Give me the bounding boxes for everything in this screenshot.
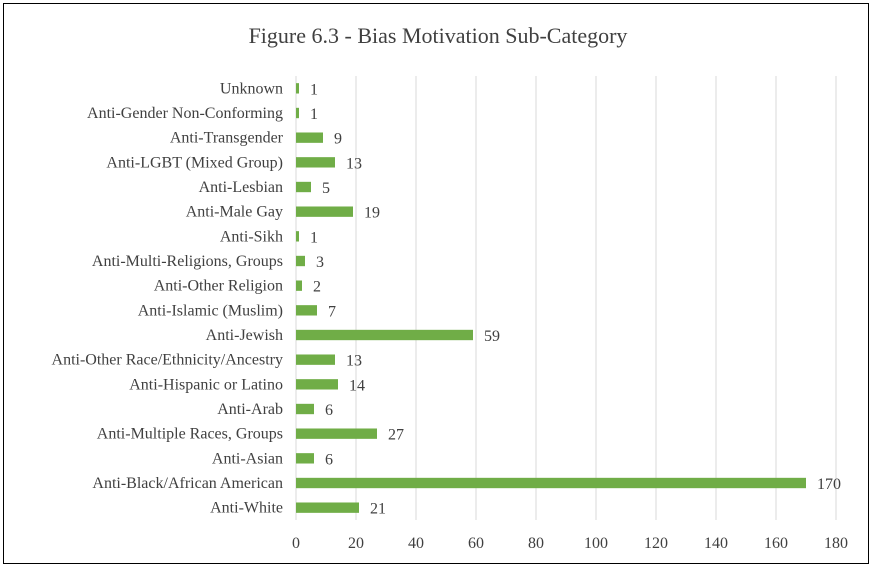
data-label-4: 5 [322, 180, 330, 197]
data-label-6: 1 [310, 229, 318, 246]
category-label-17: Anti-White [210, 500, 283, 517]
data-label-11: 13 [346, 353, 362, 370]
x-tick-label-0: 0 [292, 535, 300, 552]
bar-14 [296, 428, 377, 439]
bar-13 [296, 403, 314, 415]
category-labels: Unknown Anti-Gender Non-Conforming Anti-Tr… [52, 80, 284, 516]
category-label-11: Anti-Other Race/Ethnicity/Ancestry [52, 352, 283, 369]
bar-16 [296, 477, 806, 489]
bar-4 [296, 181, 311, 193]
bar-2 [296, 132, 323, 143]
bar-5 [296, 206, 353, 217]
category-label-5: Anti-Male Gay [186, 204, 283, 221]
category-label-2: Anti-Transgender [170, 130, 284, 147]
data-label-15: 6 [325, 451, 333, 468]
x-tick-label-60: 60 [468, 535, 484, 552]
data-label-1: 1 [310, 106, 318, 123]
x-tick-label-40: 40 [408, 535, 424, 552]
bar-15 [296, 453, 314, 464]
x-tick-label-100: 100 [584, 535, 608, 552]
category-label-9: Anti-Islamic (Muslim) [138, 302, 283, 319]
bar-8 [296, 280, 302, 291]
category-label-6: Anti-Sikh [220, 228, 283, 245]
data-label-0: 1 [310, 81, 318, 98]
bar-9 [296, 305, 317, 316]
bar-12 [296, 379, 338, 390]
x-tick-label-20: 20 [348, 535, 364, 552]
category-label-10: Anti-Jewish [206, 327, 283, 344]
bar-7 [296, 255, 305, 267]
category-label-1: Anti-Gender Non-Conforming [87, 105, 283, 122]
x-axis-tick-labels: 0 20 40 60 80 100 120 140 160 180 [292, 535, 848, 552]
bar-1 [296, 107, 299, 119]
data-label-17: 21 [370, 501, 386, 518]
category-label-15: Anti-Asian [212, 450, 283, 467]
data-label-8: 2 [313, 279, 321, 296]
bar-11 [296, 354, 335, 365]
bar-10 [296, 329, 473, 341]
x-tick-label-140: 140 [704, 535, 728, 552]
bar-6 [296, 231, 299, 242]
gridlines [295, 76, 837, 520]
bar-0 [296, 83, 299, 94]
data-label-12: 14 [349, 377, 365, 394]
bar-chart: Figure 6.3 - Bias Motivation Sub-Categor… [52, 23, 848, 552]
data-label-5: 19 [364, 205, 380, 222]
category-label-4: Anti-Lesbian [199, 179, 283, 196]
data-label-2: 9 [334, 131, 342, 148]
category-label-3: Anti-LGBT (Mixed Group) [106, 154, 283, 171]
category-label-12: Anti-Hispanic or Latino [129, 376, 283, 393]
bar-17 [296, 502, 359, 513]
x-tick-label-80: 80 [528, 535, 544, 552]
category-label-14: Anti-Multiple Races, Groups [97, 426, 283, 443]
data-label-13: 6 [325, 402, 333, 419]
bar-3 [296, 157, 335, 168]
category-label-7: Anti-Multi-Religions, Groups [92, 253, 283, 270]
x-tick-label-180: 180 [824, 535, 848, 552]
category-label-13: Anti-Arab [217, 401, 283, 418]
category-label-8: Anti-Other Religion [154, 278, 283, 295]
chart-title: Figure 6.3 - Bias Motivation Sub-Categor… [249, 23, 628, 48]
bars [296, 83, 806, 513]
data-label-14: 27 [388, 427, 404, 444]
category-label-0: Unknown [220, 80, 283, 97]
category-label-16: Anti-Black/African American [92, 475, 283, 492]
x-tick-label-120: 120 [644, 535, 668, 552]
x-tick-label-160: 160 [764, 535, 788, 552]
data-label-3: 13 [346, 155, 362, 172]
chart-frame: Figure 6.3 - Bias Motivation Sub-Categor… [3, 3, 869, 564]
data-label-7: 3 [316, 254, 324, 271]
data-label-10: 59 [484, 328, 500, 345]
data-label-16: 170 [817, 476, 841, 493]
data-label-9: 7 [328, 303, 336, 320]
